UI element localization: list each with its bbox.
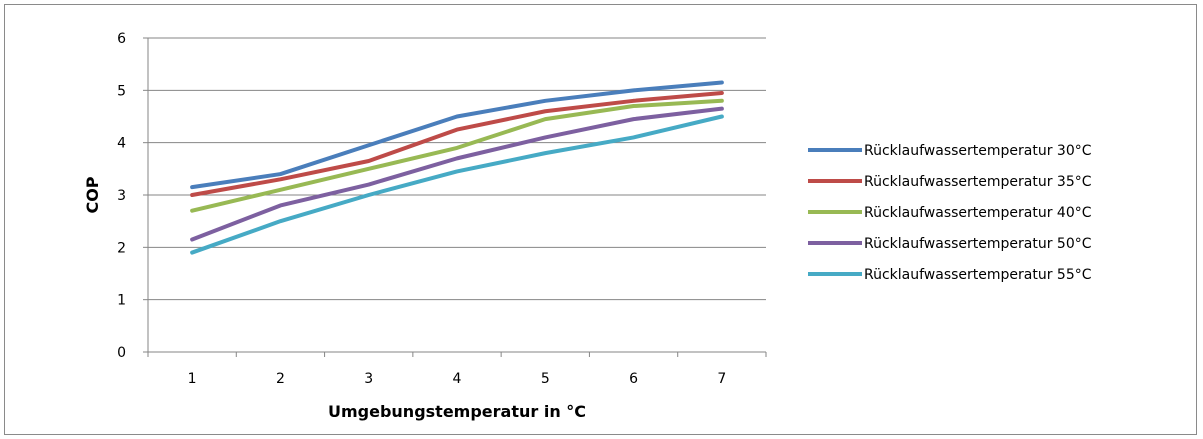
series-line xyxy=(190,114,724,255)
legend-label: Rücklaufwassertemperatur 35°C xyxy=(864,174,1092,190)
series-line xyxy=(190,106,724,242)
y-tick-label: 3 xyxy=(117,188,126,204)
y-axis-title: COP xyxy=(83,176,102,213)
y-tick-labels: 0 1 2 3 4 5 6 xyxy=(117,31,126,361)
y-tick-label: 4 xyxy=(117,136,126,152)
gridlines xyxy=(148,37,766,301)
y-tick-label: 1 xyxy=(117,293,126,309)
y-tick-label: 5 xyxy=(117,83,126,99)
x-axis-title: Umgebungstemperatur in °C xyxy=(328,402,586,421)
axes xyxy=(143,37,767,357)
series-lines xyxy=(190,80,724,255)
x-tick-label: 4 xyxy=(453,371,462,387)
x-tick-label: 2 xyxy=(276,371,285,387)
x-tick-label: 1 xyxy=(188,371,197,387)
legend-label: Rücklaufwassertemperatur 55°C xyxy=(864,267,1092,283)
x-tick-label: 3 xyxy=(364,371,373,387)
y-tick-label: 0 xyxy=(117,345,126,361)
series-line xyxy=(190,90,724,197)
legend: Rücklaufwassertemperatur 30°C Rücklaufwas… xyxy=(808,143,1092,283)
series-line xyxy=(190,98,724,213)
x-tick-label: 7 xyxy=(717,371,726,387)
series-line xyxy=(190,80,724,190)
legend-label: Rücklaufwassertemperatur 50°C xyxy=(864,236,1092,252)
x-tick-label: 5 xyxy=(541,371,550,387)
legend-label: Rücklaufwassertemperatur 40°C xyxy=(864,205,1092,221)
legend-label: Rücklaufwassertemperatur 30°C xyxy=(864,143,1092,159)
y-tick-label: 2 xyxy=(117,240,126,256)
y-tick-label: 6 xyxy=(117,31,126,47)
chart-frame xyxy=(4,4,1197,435)
x-tick-labels: 1 2 3 4 5 6 7 xyxy=(188,371,727,387)
x-tick-label: 6 xyxy=(629,371,638,387)
